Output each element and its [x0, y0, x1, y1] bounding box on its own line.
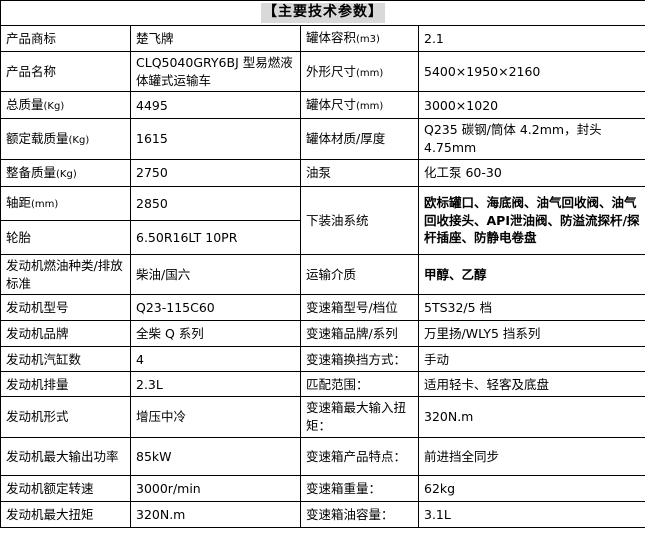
row-value-left: 柴油/国六: [130, 253, 301, 296]
row-value-right: 前进挡全同步: [418, 436, 645, 476]
row-value-right: 3.1L: [418, 500, 645, 528]
row-label-right: 变速箱产品特点：: [300, 436, 419, 476]
row-value-right: 2.1: [418, 24, 645, 52]
row-value-left: 2750: [130, 158, 301, 187]
row-value-right: 5400×1950×2160: [418, 50, 645, 93]
table-body: 【主要技术参数】: [0, 0, 645, 26]
row-value-right: 适用轻卡、轻客及底盘: [418, 371, 645, 398]
row-value-right: 甲醇、乙醇: [418, 253, 645, 296]
table-row: 轴距(mm) 2850 下装油系统 欧标罐口、海底阀、油气回收阀、油气回收接头、API…: [0, 185, 645, 255]
row-label-left: 发动机品牌: [0, 320, 131, 348]
row-label-right: 罐体材质/厚度: [300, 118, 419, 160]
row-label-left: 轴距(mm): [0, 185, 131, 221]
row-label-right: 变速箱换挡方式：: [300, 346, 419, 373]
table-row: 发动机额定转速 3000r/min 变速箱重量： 62kg: [0, 474, 645, 502]
row-value-right: 320N.m: [418, 396, 645, 438]
row-value-left: 增压中冷: [130, 396, 301, 438]
row-label-left: 发动机燃油种类/排放标准: [0, 253, 131, 296]
table-row: 发动机形式 增压中冷 变速箱最大输入扭矩： 320N.m: [0, 396, 645, 438]
row-label-right: 变速箱型号/档位: [300, 294, 419, 322]
row-value-left: 1615: [130, 118, 301, 160]
page-title-cell: 【主要技术参数】: [0, 0, 645, 26]
row-value-right: 欧标罐口、海底阀、油气回收阀、油气回收接头、API泄油阀、防溢流探杆/探杆插座、…: [418, 185, 645, 255]
table-row: 产品商标 楚飞牌 罐体容积(m3) 2.1: [0, 24, 645, 52]
table-row: 额定载质量(Kg) 1615 罐体材质/厚度 Q235 碳钢/筒体 4.2mm，封头 …: [0, 118, 645, 160]
row-label-right: 油泵: [300, 158, 419, 187]
row-value-left: 85kW: [130, 436, 301, 476]
row-label-left: 总质量(Kg): [0, 91, 131, 120]
row-label-right: 变速箱重量：: [300, 474, 419, 502]
table-row: 发动机最大输出功率 85kW 变速箱产品特点： 前进挡全同步: [0, 436, 645, 476]
row-label-right: 运输介质: [300, 253, 419, 296]
row-label-left: 整备质量(Kg): [0, 158, 131, 187]
row-value-left: 全柴 Q 系列: [130, 320, 301, 348]
row-label-left: 发动机形式: [0, 396, 131, 438]
row-label-right: 下装油系统: [300, 185, 419, 255]
row-label-right: 变速箱品牌/系列: [300, 320, 419, 348]
row-label-right: 匹配范围：: [300, 371, 419, 398]
row-label-left: 发动机汽缸数: [0, 346, 131, 373]
row-value-right: 万里扬/WLY5 挡系列: [418, 320, 645, 348]
row-label-left: 产品名称: [0, 50, 131, 93]
row-label-right: 罐体容积(m3): [300, 24, 419, 52]
row-value-left: 2850: [130, 185, 301, 221]
row-label-left: 发动机最大扭矩: [0, 500, 131, 528]
row-value-right: 化工泵 60-30: [418, 158, 645, 187]
table-row: 轮胎 6.50R16LT 10PR: [0, 219, 645, 255]
row-label-left: 产品商标: [0, 24, 131, 52]
row-value-left: 楚飞牌: [130, 24, 301, 52]
row-label-right: 外形尺寸(mm): [300, 50, 419, 93]
table-row: 产品名称 CLQ5040GRY6BJ 型易燃液体罐式运输车 外形尺寸(mm) 5400…: [0, 50, 645, 93]
row-label-right: 变速箱油容量：: [300, 500, 419, 528]
table-row: 总质量(Kg) 4495 罐体尺寸(mm) 3000×1020: [0, 91, 645, 120]
page-title: 【主要技术参数】: [261, 3, 385, 23]
row-value-left: 4: [130, 346, 301, 373]
row-label-left: 发动机排量: [0, 371, 131, 398]
table-rows-container: 产品商标 楚飞牌 罐体容积(m3) 2.1 产品名称 CLQ5040GRY6BJ 型易燃液…: [0, 24, 645, 528]
row-label-left: 发动机额定转速: [0, 474, 131, 502]
row-label-right: 罐体尺寸(mm): [300, 91, 419, 120]
row-label-left: 发动机型号: [0, 294, 131, 322]
row-value-right: 5TS32/5 档: [418, 294, 645, 322]
table-row: 整备质量(Kg) 2750 油泵 化工泵 60-30: [0, 158, 645, 187]
row-label-right: 变速箱最大输入扭矩：: [300, 396, 419, 438]
row-value-left: 4495: [130, 91, 301, 120]
row-value-left: 320N.m: [130, 500, 301, 528]
row-value-right: 3000×1020: [418, 91, 645, 120]
table-row: 发动机排量 2.3L 匹配范围： 适用轻卡、轻客及底盘: [0, 371, 645, 398]
table-row: 发动机型号 Q23-115C60 变速箱型号/档位 5TS32/5 档: [0, 294, 645, 322]
table-row: 发动机品牌 全柴 Q 系列 变速箱品牌/系列 万里扬/WLY5 挡系列: [0, 320, 645, 348]
table-title-row: 【主要技术参数】: [0, 0, 645, 26]
table-row: 发动机最大扭矩 320N.m 变速箱油容量： 3.1L: [0, 500, 645, 528]
row-value-left: 3000r/min: [130, 474, 301, 502]
row-value-left: 6.50R16LT 10PR: [130, 219, 301, 255]
row-value-left: CLQ5040GRY6BJ 型易燃液体罐式运输车: [130, 50, 301, 93]
row-value-left: 2.3L: [130, 371, 301, 398]
row-label-left: 轮胎: [0, 219, 131, 255]
row-value-right: 手动: [418, 346, 645, 373]
row-label-left: 额定载质量(Kg): [0, 118, 131, 160]
row-value-right: 62kg: [418, 474, 645, 502]
row-label-left: 发动机最大输出功率: [0, 436, 131, 476]
table-row: 发动机汽缸数 4 变速箱换挡方式： 手动: [0, 346, 645, 373]
table-row: 发动机燃油种类/排放标准 柴油/国六 运输介质 甲醇、乙醇: [0, 253, 645, 296]
row-value-left: Q23-115C60: [130, 294, 301, 322]
row-value-right: Q235 碳钢/筒体 4.2mm，封头 4.75mm: [418, 118, 645, 160]
